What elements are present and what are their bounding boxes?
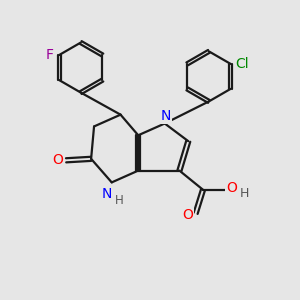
Text: H: H: [240, 187, 250, 200]
Text: O: O: [182, 208, 193, 222]
Text: O: O: [226, 181, 237, 195]
Text: N: N: [161, 109, 171, 123]
Text: N: N: [102, 187, 112, 201]
Text: F: F: [46, 48, 54, 62]
Text: O: O: [52, 153, 63, 167]
Text: H: H: [115, 194, 124, 207]
Text: Cl: Cl: [235, 57, 249, 71]
